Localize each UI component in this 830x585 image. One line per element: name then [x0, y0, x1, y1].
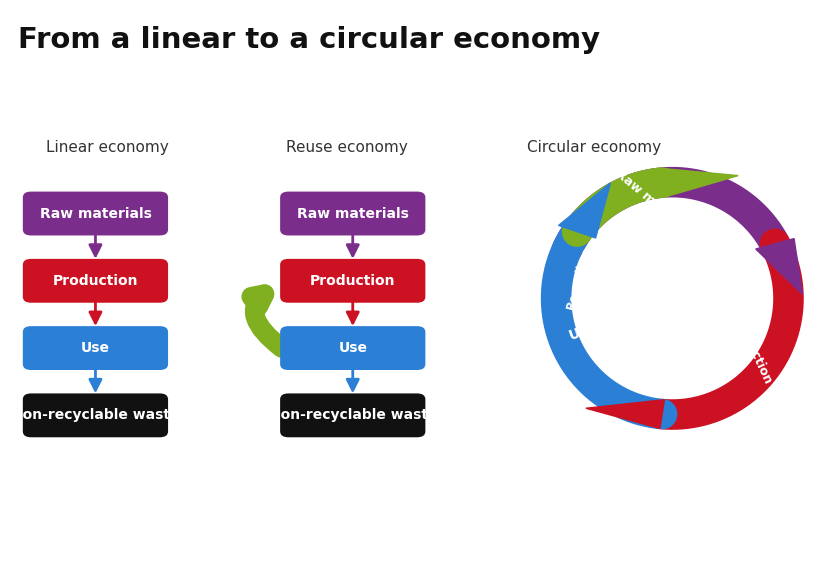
Text: Non-recyclable waste: Non-recyclable waste: [268, 408, 437, 422]
Polygon shape: [756, 239, 803, 294]
Text: Recycling: Recycling: [207, 284, 217, 345]
FancyBboxPatch shape: [281, 192, 425, 235]
Text: Linear economy: Linear economy: [46, 140, 168, 155]
FancyBboxPatch shape: [281, 326, 425, 370]
FancyBboxPatch shape: [281, 393, 425, 438]
Text: From a linear to a circular economy: From a linear to a circular economy: [18, 26, 600, 54]
Text: Recycling: Recycling: [564, 246, 593, 311]
Polygon shape: [586, 400, 664, 428]
Text: Raw materials: Raw materials: [613, 167, 698, 242]
Polygon shape: [660, 168, 738, 197]
FancyBboxPatch shape: [23, 326, 168, 370]
FancyBboxPatch shape: [281, 259, 425, 302]
Text: Production: Production: [310, 274, 396, 288]
Text: Use: Use: [81, 341, 110, 355]
Text: Raw materials: Raw materials: [40, 207, 151, 221]
Text: Use: Use: [339, 341, 367, 355]
Text: Reuse economy: Reuse economy: [286, 140, 408, 155]
Text: Circular economy: Circular economy: [527, 140, 662, 155]
Text: Non-recyclable waste: Non-recyclable waste: [11, 408, 180, 422]
FancyBboxPatch shape: [23, 393, 168, 438]
FancyBboxPatch shape: [23, 259, 168, 302]
Text: Use: Use: [567, 319, 598, 342]
Text: Production: Production: [730, 313, 774, 387]
Text: Production: Production: [52, 274, 139, 288]
Text: Raw materials: Raw materials: [297, 207, 408, 221]
Polygon shape: [559, 183, 610, 238]
FancyBboxPatch shape: [23, 192, 168, 235]
